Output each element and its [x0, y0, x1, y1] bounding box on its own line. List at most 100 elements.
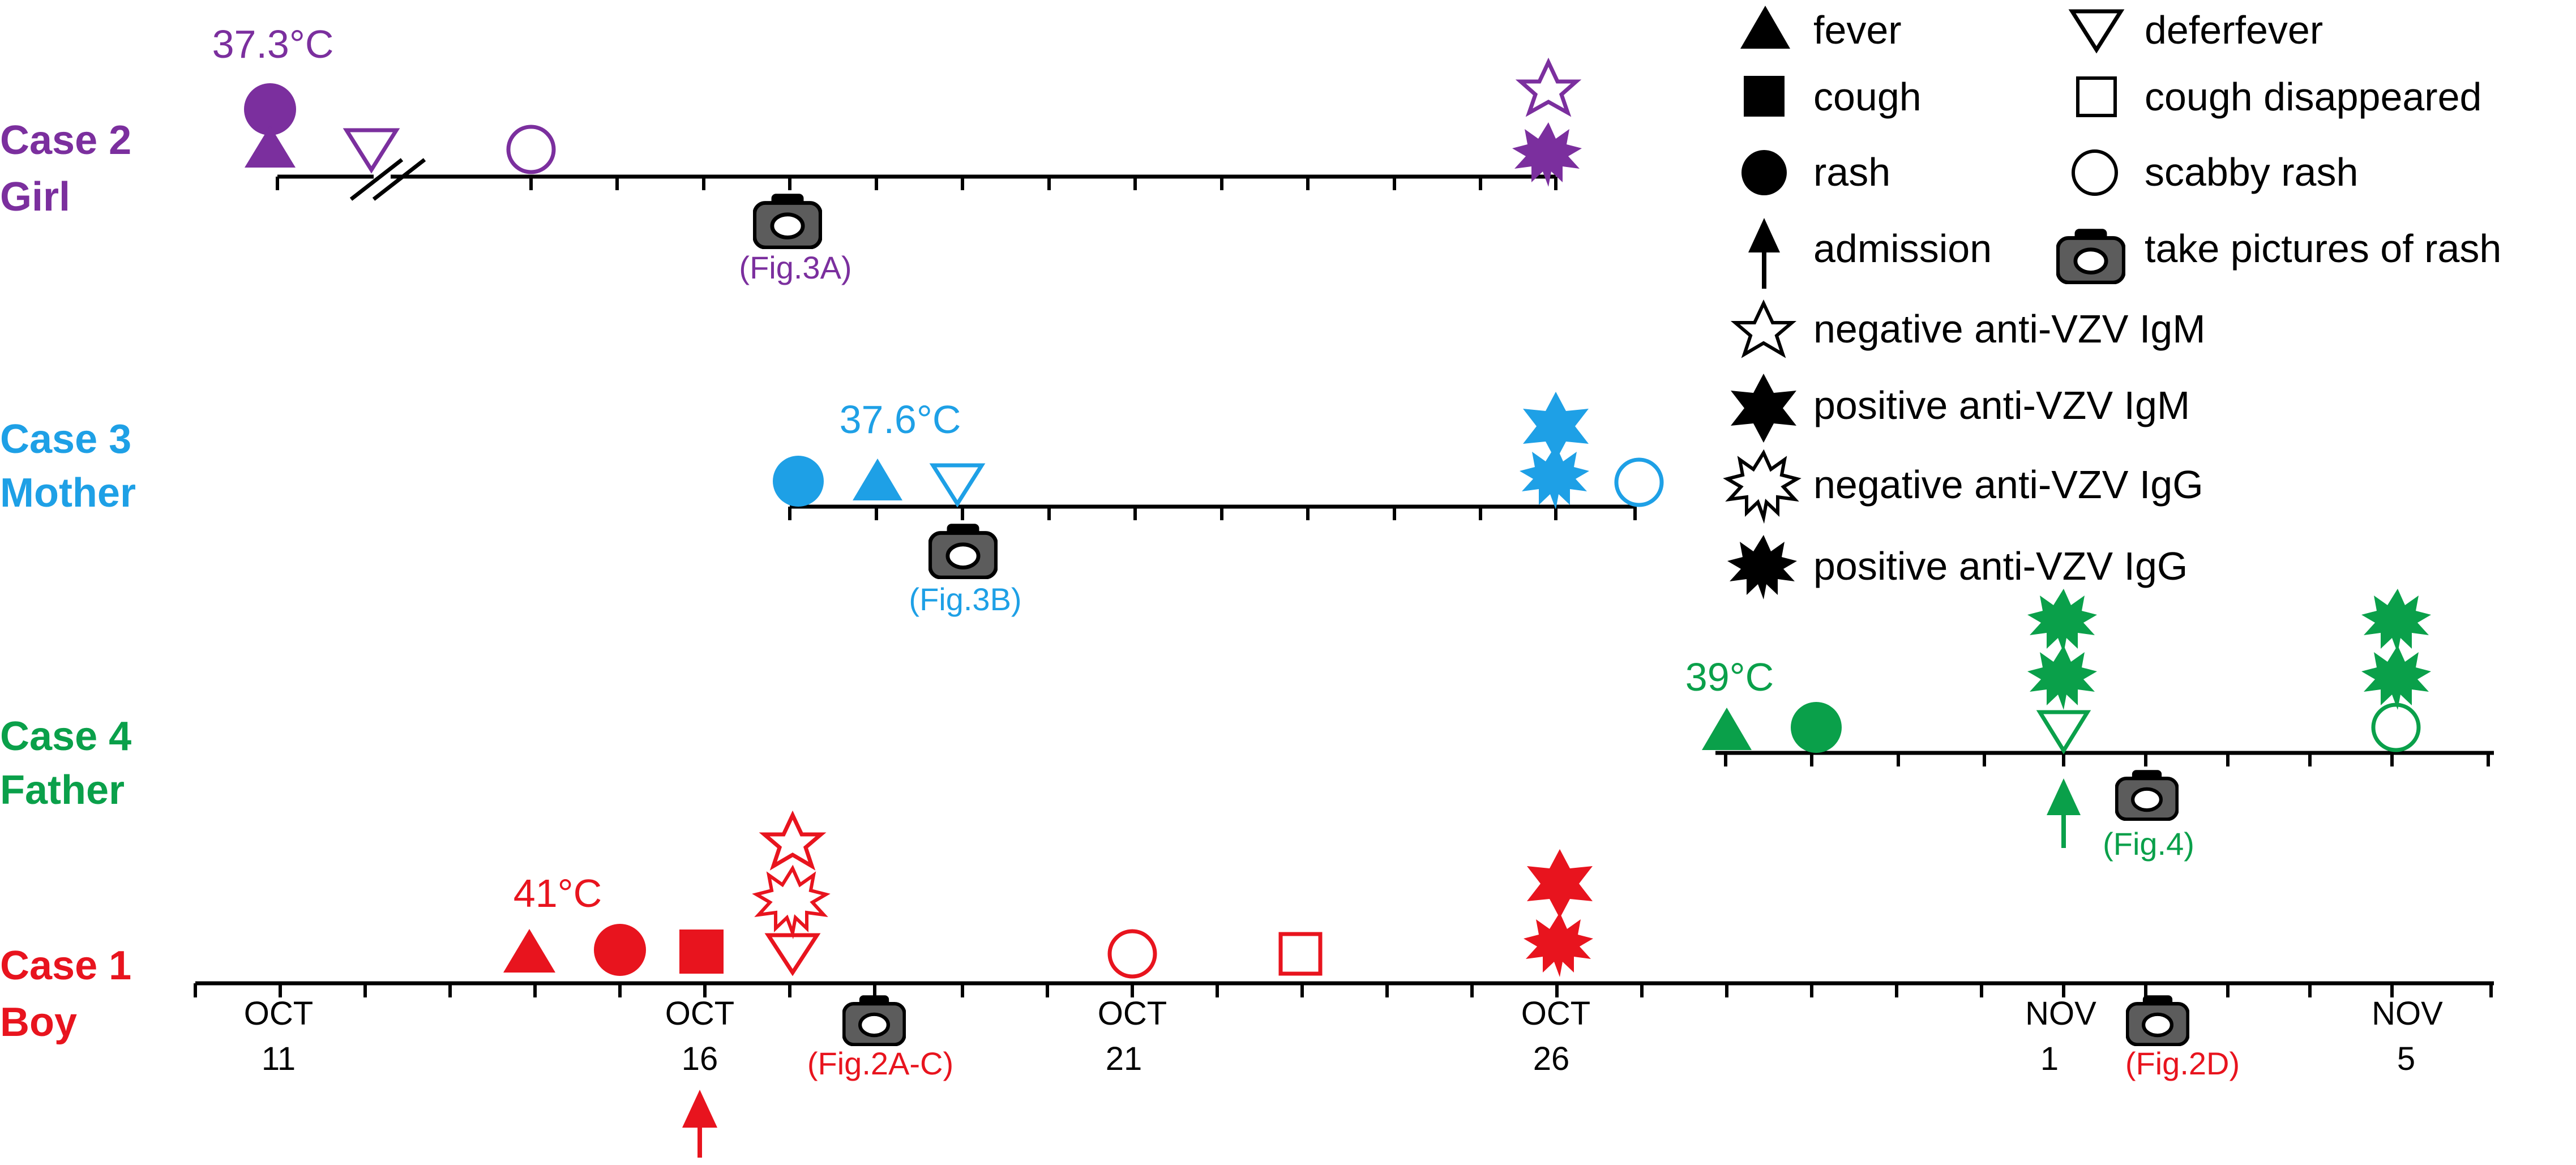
case-4-timeline: 39°C (Fig.4) [1685, 589, 2494, 862]
case-1-temperature: 41°C [514, 871, 602, 915]
case-1-fever-marker [503, 929, 555, 973]
legend-cough-icon [1744, 76, 1785, 117]
case-1-camera-icon-a [844, 995, 904, 1044]
tick-label-month: OCT [244, 995, 313, 1032]
case-1-scabby-rash-marker [1107, 929, 1157, 979]
case-4-rash-marker [1791, 702, 1842, 753]
case-2-name: Case 2 [0, 118, 131, 163]
legend-positive-igm-label: positive anti-VZV IgM [1813, 383, 2190, 427]
legend-cough-disappeared-label: cough disappeared [2145, 75, 2481, 119]
case-2-photo-label: (Fig.3A) [739, 250, 851, 285]
case-1-cough-marker [679, 930, 724, 974]
case-3-positive-igg-marker [1520, 445, 1589, 509]
legend-camera-label: take pictures of rash [2145, 226, 2501, 271]
legend-admission-icon [1748, 218, 1780, 252]
legend-positive-igg-icon [1727, 535, 1797, 599]
case-1-positive-igg-marker [1524, 913, 1593, 977]
case-4-positive-igg-marker-3 [2361, 589, 2431, 653]
case-1-timeline: OCT 11 OCT 16 OCT 21 OCT 26 NOV 1 NOV 5 … [194, 810, 2494, 1158]
tick-label-day: 5 [2397, 1040, 2415, 1077]
legend-positive-igg-label: positive anti-VZV IgG [1813, 544, 2188, 588]
case-1-positive-igm-marker [1527, 849, 1593, 918]
tick-label-month: OCT [1098, 995, 1167, 1032]
case-1-photo-label-b: (Fig.2D) [2125, 1046, 2240, 1081]
case-4-ticks [1724, 753, 2490, 766]
tick-label-day: 1 [2040, 1040, 2059, 1077]
case-1-label: Case 1 Boy [0, 943, 131, 1045]
case-2-axis-break-2 [372, 158, 426, 201]
date-tick-labels: OCT 11 OCT 16 OCT 21 OCT 26 NOV 1 NOV 5 [244, 995, 2443, 1077]
case-1-admission-marker [682, 1090, 717, 1128]
case-3-scabby-rash-marker [1614, 457, 1664, 507]
case-1-photo-label-a: (Fig.2A-C) [807, 1046, 953, 1081]
legend-camera-icon [2058, 229, 2124, 282]
legend-rash-label: rash [1813, 150, 1890, 194]
case-4-admission-marker [2047, 778, 2081, 815]
tick-label-month: NOV [2025, 995, 2096, 1032]
case-1-relation: Boy [0, 1000, 77, 1045]
case-3-temperature: 37.6°C [840, 397, 961, 442]
case-2-positive-igg-marker [1512, 122, 1582, 187]
case-2-camera-icon [755, 194, 821, 247]
legend-fever-icon [1740, 6, 1790, 49]
legend-negative-igg-icon [1723, 449, 1802, 524]
case-2-relation: Girl [0, 174, 70, 220]
case-2-rash-marker [244, 83, 296, 135]
case-4-name: Case 4 [0, 714, 131, 759]
legend-admission-label: admission [1813, 226, 1992, 271]
case-4-positive-igg-marker-1 [2027, 589, 2097, 653]
case-1-rash-marker [594, 924, 646, 976]
legend-scabby-rash-label: scabby rash [2145, 150, 2358, 194]
case-2-temperature: 37.3°C [212, 22, 334, 66]
case-2-axis-break-1 [349, 158, 404, 201]
tick-label-month: OCT [1521, 995, 1590, 1032]
legend-negative-igm-label: negative anti-VZV IgM [1813, 307, 2206, 351]
tick-label-day: 11 [262, 1040, 296, 1077]
case-3-rash-marker [773, 456, 824, 507]
legend-positive-igm-icon [1731, 374, 1796, 443]
case-3-relation: Mother [0, 470, 136, 516]
case-3-photo-label: (Fig.3B) [909, 581, 1021, 617]
case-4-photo-label: (Fig.4) [2103, 826, 2194, 862]
case-3-fever-marker [853, 459, 902, 500]
tick-label-day: 26 [1533, 1040, 1570, 1077]
legend-deferfever-label: deferfever [2145, 8, 2323, 52]
tick-label-day: 21 [1106, 1040, 1142, 1077]
legend: fever cough rash admission negative anti… [1723, 6, 2501, 599]
legend-scabby-rash-icon [2072, 149, 2118, 196]
case-1-deferfever-marker [764, 933, 821, 976]
case-1-name: Case 1 [0, 943, 131, 988]
case-2-scabby-rash-marker [506, 125, 556, 174]
case-4-camera-icon [2116, 770, 2177, 819]
case-3-camera-icon [930, 524, 996, 577]
tick-label-day: 16 [682, 1040, 718, 1077]
case-3-label: Case 3 Mother [0, 417, 136, 516]
legend-rash-icon [1741, 150, 1787, 195]
legend-cough-disappeared-icon [2076, 76, 2117, 117]
case-2-ticks [276, 177, 1557, 190]
case-2-negative-igm-marker [1515, 57, 1582, 117]
case-3-timeline: 37.6°C (Fig.3B) [773, 392, 1664, 617]
case-4-scabby-rash-marker [2371, 703, 2421, 752]
main-axis-ticks [194, 983, 2493, 997]
case-4-fever-marker [1702, 708, 1752, 750]
case-2-fever-marker [245, 126, 296, 168]
tick-label-month: NOV [2372, 995, 2443, 1032]
case-3-name: Case 3 [0, 417, 131, 462]
case-3-positive-igm-marker [1523, 392, 1589, 461]
case-4-deferfever-marker [2036, 710, 2091, 755]
legend-deferfever-icon [2068, 9, 2125, 54]
legend-negative-igg-label: negative anti-VZV IgG [1813, 462, 2203, 507]
case-1-camera-icon-b [2127, 995, 2188, 1044]
legend-negative-igm-icon [1730, 299, 1797, 358]
case-4-label: Case 4 Father [0, 714, 131, 813]
legend-fever-label: fever [1813, 8, 1902, 52]
case-4-relation: Father [0, 768, 125, 813]
case-3-deferfever-marker [929, 463, 986, 508]
case-2-timeline: 37.3°C (Fig.3A) [212, 22, 1582, 285]
case-1-negative-igg-marker [752, 864, 831, 940]
legend-cough-label: cough [1813, 75, 1922, 119]
case-2-deferfever-marker [343, 128, 400, 174]
case-4-positive-igg-marker-4 [2361, 645, 2431, 710]
